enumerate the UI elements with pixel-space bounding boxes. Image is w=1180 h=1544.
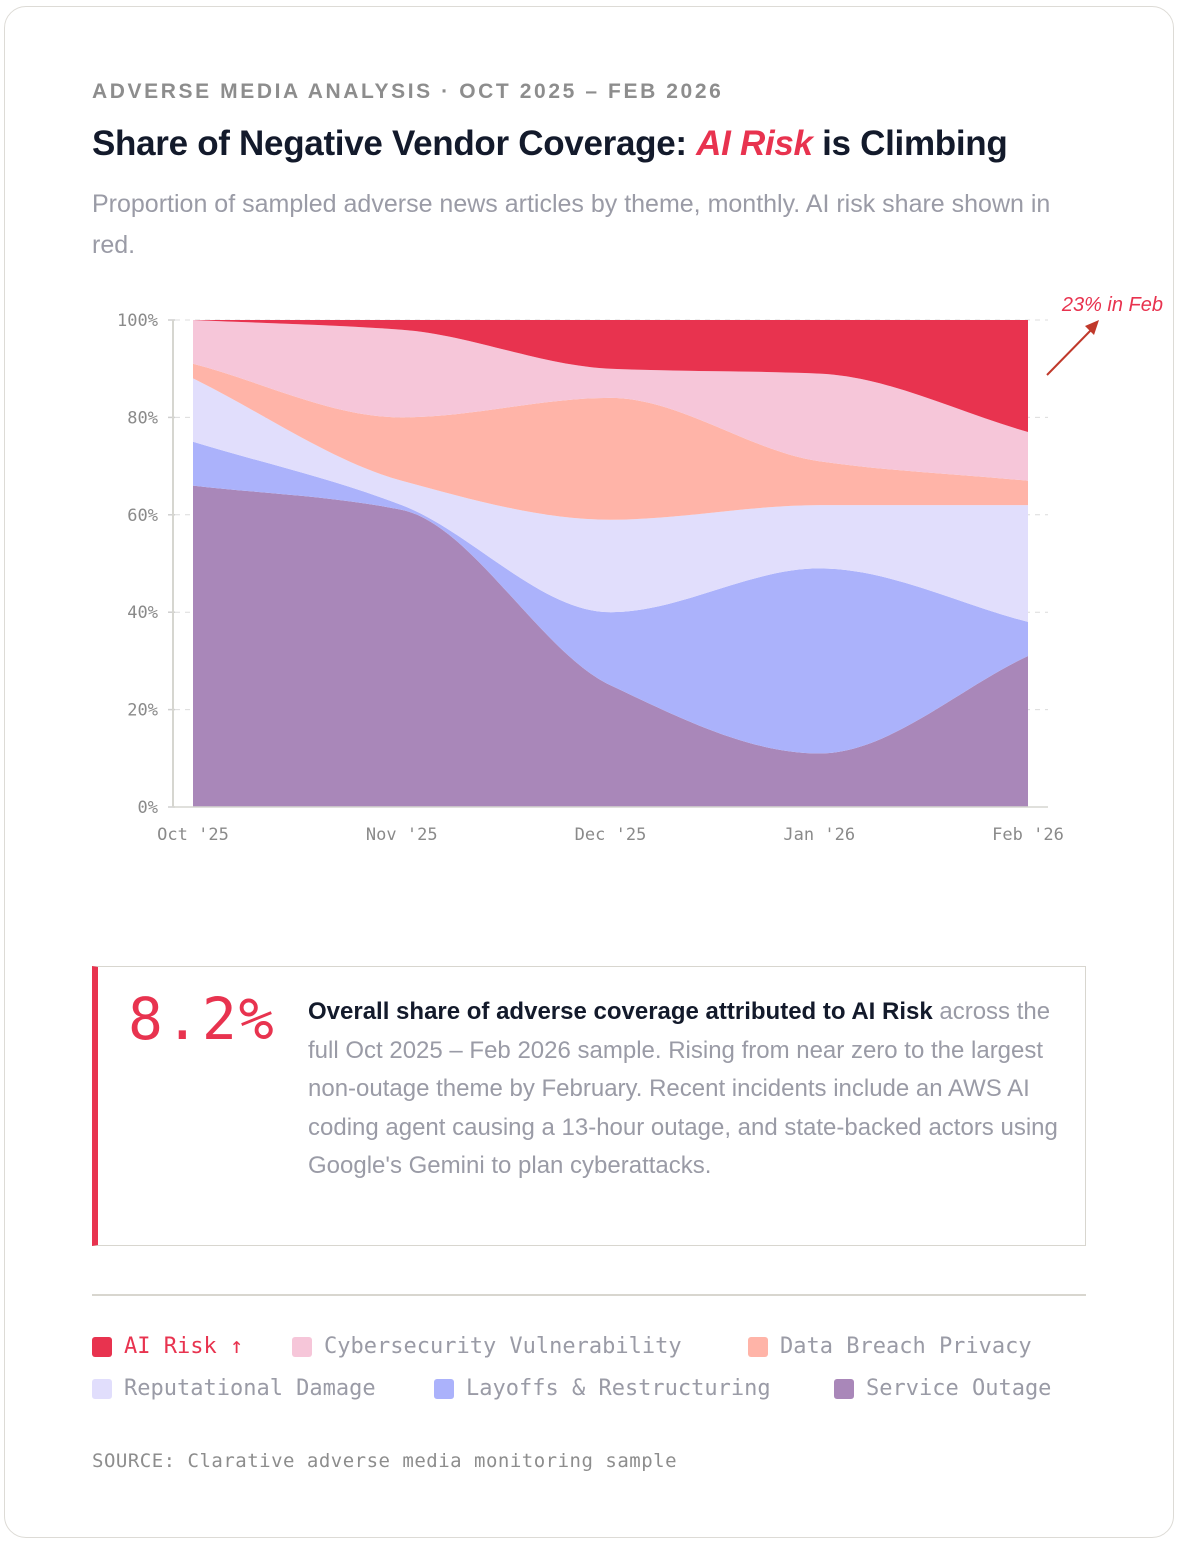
annotation: 23% in Feb [1046,294,1163,376]
x-tick-label: Jan '26 [783,825,855,845]
y-tick-label: 100% [117,311,158,331]
annotation-arrow [1046,327,1094,376]
y-tick-label: 60% [127,506,158,526]
legend-swatch [434,1378,454,1399]
x-tick-label: Dec '25 [575,825,647,845]
area-data-breach-privacy [193,363,1028,520]
stacked-area-chart: 0% 20% 40% 60% 80% 100% Oct '25 Nov '25 Dec '25 J… [117,294,1163,845]
title-suffix: is Climbing [812,124,1008,163]
callout-box: 8.2% Overall share of adverse coverage a… [92,966,1086,1246]
annotation-arrowhead [1085,320,1099,335]
legend-item-ai-risk[interactable]: AI Risk ↑ [92,1334,243,1359]
x-tick-label: Oct '25 [157,825,229,845]
callout-lead: Overall share of adverse coverage attrib… [308,998,933,1025]
legend-swatch [748,1336,768,1357]
area-layoffs-restructuring [193,441,1028,754]
y-tick-label: 20% [127,701,158,721]
legend-swatch [834,1378,854,1399]
y-tick-label: 40% [127,603,158,623]
divider [92,1294,1086,1296]
area-series [193,320,1028,807]
legend-item-layoffs[interactable]: Layoffs & Restructuring [434,1376,771,1401]
legend-swatch [92,1378,112,1399]
callout-text: Overall share of adverse coverage attrib… [308,993,1068,1186]
legend-item-service-outage[interactable]: Service Outage [834,1376,1051,1401]
legend-swatch [92,1336,112,1357]
subtitle: Proportion of sampled adverse news artic… [92,190,1051,259]
legend-item-reputational[interactable]: Reputational Damage [92,1376,376,1401]
area-service-outage [193,485,1028,807]
page-title: Share of Negative Vendor Coverage: AI Ri… [92,124,1008,164]
callout-value: 8.2% [128,985,276,1053]
annotation-label: 23% in Feb [1061,294,1163,316]
title-prefix: Share of Negative Vendor Coverage: [92,124,697,163]
y-tick-label: 80% [127,408,158,428]
legend-label: Layoffs & Restructuring [466,1376,771,1401]
legend-label: Service Outage [866,1376,1052,1401]
legend-swatch [292,1336,312,1357]
title-accent: AI Risk [696,124,813,163]
legend-label: Data Breach Privacy [780,1334,1032,1359]
area-reputational-damage [193,378,1028,622]
y-tick-label: 0% [138,798,158,818]
legend-label: AI Risk ↑ [124,1334,244,1359]
legend-item-data-breach[interactable]: Data Breach Privacy [748,1334,1032,1359]
callout-body: across the full Oct 2025 – Feb 2026 samp… [308,998,1058,1179]
eyebrow-label: ADVERSE MEDIA ANALYSIS · OCT 2025 – FEB … [92,80,724,103]
x-tick-label: Nov '25 [366,825,438,845]
axes: 0% 20% 40% 60% 80% 100% Oct '25 Nov '25 Dec '25 J… [117,311,1064,845]
x-tick-label: Feb '26 [992,825,1064,845]
area-cybersecurity-vulnerability [193,320,1028,481]
legend-label: Reputational Damage [124,1376,376,1401]
source-note: SOURCE: Clarative adverse media monitori… [92,1450,678,1472]
legend-label: Cybersecurity Vulnerability [324,1334,682,1359]
legend-item-cybersecurity[interactable]: Cybersecurity Vulnerability [292,1334,682,1359]
area-ai-risk [193,320,1028,432]
